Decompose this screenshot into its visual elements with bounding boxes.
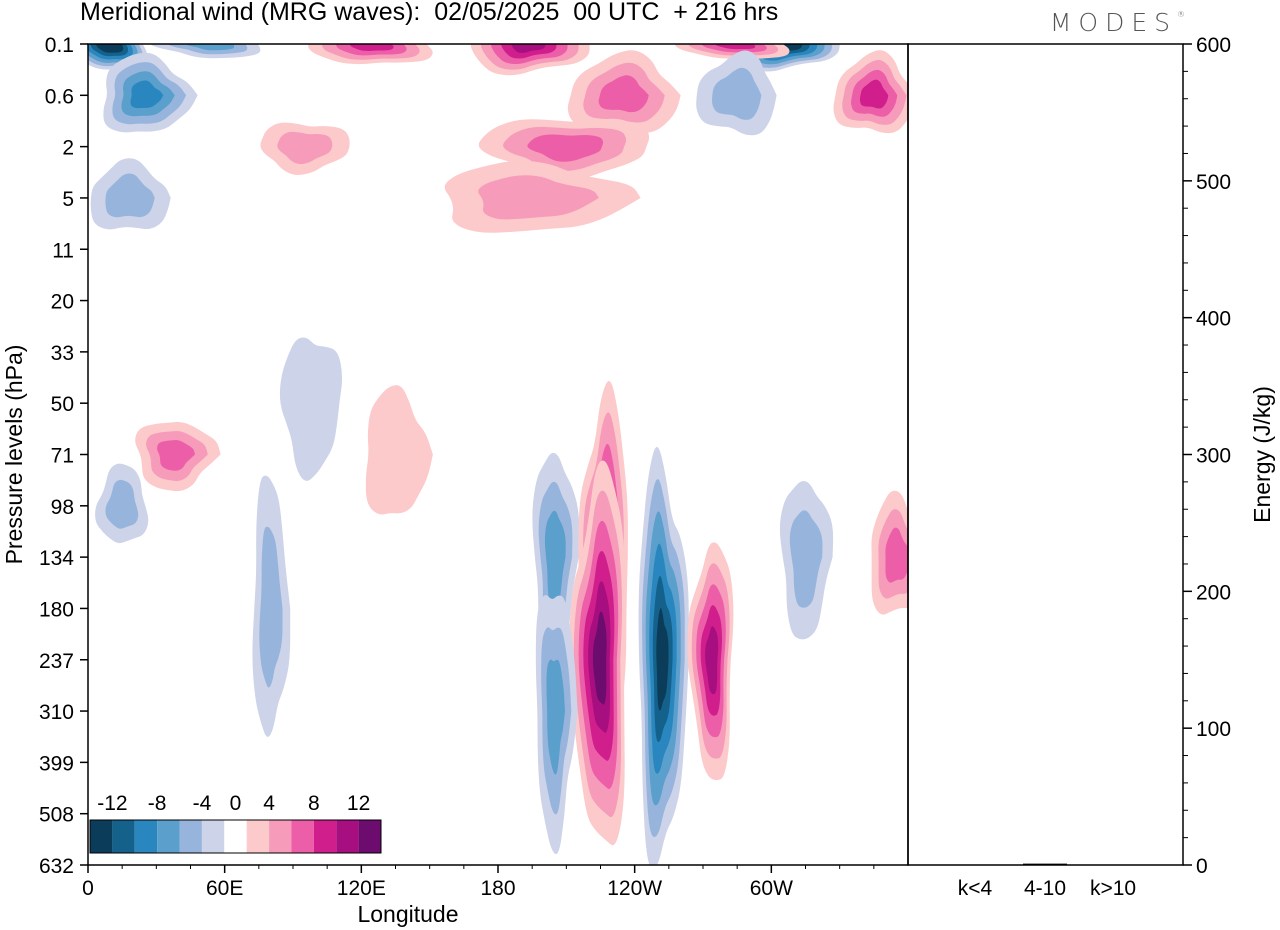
contour-region [365,385,433,515]
y-tick-label: 20 [51,291,74,314]
colorbar-swatch [246,820,270,853]
contour-region [157,440,195,471]
energy-category-label: k<4 [958,877,993,900]
energy-y-tick-label: 100 [1196,718,1231,741]
contour-region [105,479,139,529]
colorbar-swatch [269,820,292,853]
x-tick-label: 120E [337,877,386,900]
x-tick-label: 0 [82,877,94,900]
energy-category-label: 4-10 [1024,877,1066,900]
y-tick-label: 11 [52,239,74,262]
energy-y-tick-label: 600 [1196,34,1231,57]
y-tick-label: 310 [39,701,74,724]
colorbar-border [89,819,382,854]
brand-mark: ® [1177,10,1185,19]
y-tick-label: 0.1 [45,34,74,57]
contour-region [478,175,599,220]
y-tick-label: 71 [51,445,74,468]
chart-title: Meridional wind (MRG waves): 02/05/2025 … [80,0,779,26]
colorbar-label: -8 [148,792,167,815]
energy-panel: 0 100 200 300 400 500 600 Energy (J/kg) k<4 4-10 k… [958,34,1275,900]
energy-y-tick-label: 200 [1196,581,1231,604]
contour-region [859,79,889,109]
x-tick-label: 60W [750,877,793,900]
y-tick-label: 0.6 [45,85,74,108]
contour-region [656,608,669,711]
contour-region [259,526,283,688]
y-axis-title: Pressure levels (hPa) [1,345,27,565]
x-tick-label: 120W [607,877,662,900]
axes: 0.1 0.6 2 5 11 20 33 50 71 98 134 180 237 310 399 508 63… [1,34,875,927]
colorbar: -12 -8 -4 0 4 8 12 [89,792,382,854]
energy-y-tick-label: 500 [1196,171,1231,194]
colorbar-label: -4 [193,792,212,815]
energy-y-tick-label: 400 [1196,308,1231,331]
colorbar-swatch [291,820,314,853]
y-tick-label: 98 [51,496,74,519]
contour-region [350,44,394,51]
contour-region [279,337,343,481]
y-tick-label: 399 [39,752,74,775]
colorbar-swatch [157,820,180,853]
y-tick-label: 632 [39,855,74,878]
energy-axis-title: Energy (J/kg) [1249,386,1275,523]
contour-region [511,44,546,53]
contour-region [277,131,333,165]
colorbar-label: 12 [347,792,370,815]
y-tick-label: 237 [39,650,74,673]
colorbar-swatch [90,820,113,853]
energy-plot-border [907,43,1184,866]
colorbar-label: 8 [308,792,320,815]
contour-region [711,67,762,120]
contour-region [130,80,164,109]
contour-region [105,173,155,218]
colorbar-swatch [313,820,337,853]
colorbar-swatch [201,820,225,853]
contour-region [546,659,565,775]
x-axis-title: Longitude [357,901,458,927]
colorbar-swatch [358,820,381,853]
colorbar-swatch [134,820,158,853]
energy-y-tick-label: 300 [1196,445,1231,468]
energy-y-tick-label: 0 [1196,855,1208,878]
colorbar-swatch [336,820,359,853]
energy-category-label: k>10 [1090,877,1136,900]
contour-region [592,611,607,705]
contour-region [185,44,235,51]
contour-region [885,527,908,583]
contour-region [715,44,756,50]
contour-region [544,510,566,608]
energy-bar [1023,863,1067,865]
colorbar-label: 0 [230,792,242,815]
contour-region [789,510,823,608]
colorbar-swatch [224,820,247,853]
x-tick-label: 180 [480,877,515,900]
y-tick-label: 180 [39,598,74,621]
y-tick-label: 5 [62,188,74,211]
colorbar-swatch [179,820,202,853]
contour-field [88,44,908,865]
y-tick-label: 33 [51,342,74,365]
contour-region [598,75,649,113]
plot-frame [87,43,1184,866]
colorbar-swatch [112,820,135,853]
colorbar-label: -12 [97,792,127,815]
brand-logo: MODES® [1050,8,1185,37]
contour-region [705,626,719,695]
y-tick-label: 134 [39,547,74,570]
y-tick-label: 508 [39,804,74,827]
x-tick-label: 60E [206,877,243,900]
contour-region [527,134,604,162]
contour-region [336,44,407,56]
y-tick-label: 50 [51,393,74,416]
y-tick-label: 2 [62,137,74,160]
contour-region [101,44,119,50]
colorbar-label: 4 [263,792,275,815]
brand-text: MODES [1049,8,1177,37]
